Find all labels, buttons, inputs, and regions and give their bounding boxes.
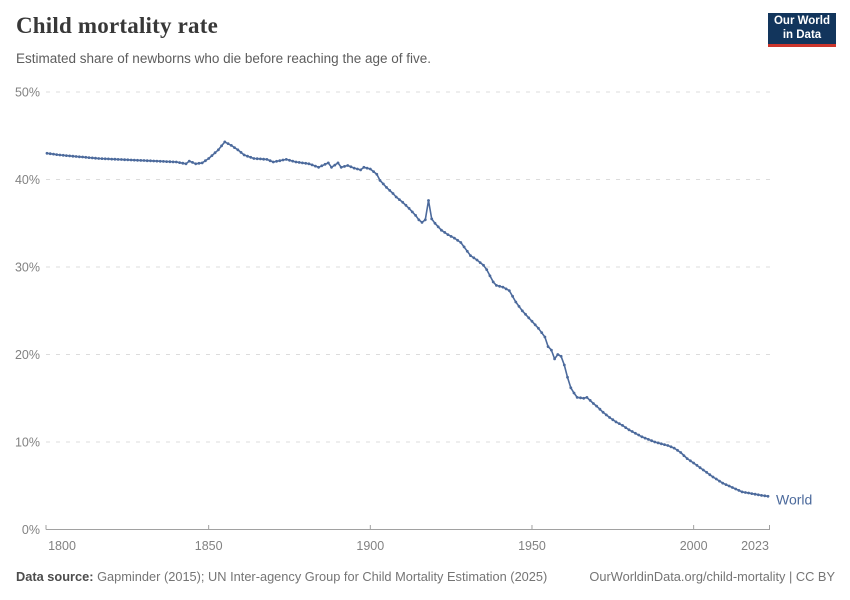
license-badge: CC BY (795, 569, 835, 584)
data-source-text: Gapminder (2015); UN Inter-agency Group … (93, 569, 548, 584)
series-label-world[interactable]: World (776, 492, 812, 508)
data-source: Data source: Gapminder (2015); UN Inter-… (16, 569, 547, 584)
svg-text:2023: 2023 (741, 539, 769, 553)
svg-text:1950: 1950 (518, 539, 546, 553)
y-axis-labels: 0% 10% 20% 30% 40% 50% (15, 85, 40, 537)
svg-text:1900: 1900 (356, 539, 384, 553)
svg-text:40%: 40% (15, 173, 40, 187)
page-title: Child mortality rate (16, 13, 219, 38)
gridlines (46, 91, 770, 443)
page-subtitle: Estimated share of newborns who die befo… (16, 51, 431, 66)
svg-text:1800: 1800 (48, 539, 76, 553)
owid-logo[interactable]: Our World in Data (768, 13, 836, 47)
owid-logo-line1: Our World (773, 14, 830, 27)
footer-right: OurWorldinData.org/child-mortality | CC … (589, 569, 835, 584)
svg-text:20%: 20% (15, 348, 40, 362)
chart-url-link[interactable]: OurWorldinData.org/child-mortality (589, 569, 786, 584)
owid-logo-line2: in Data (782, 28, 822, 41)
x-axis-labels: 1800 1850 1900 1950 2000 2023 (48, 539, 769, 553)
page-footer: Data source: Gapminder (2015); UN Inter-… (16, 569, 835, 584)
svg-text:30%: 30% (15, 260, 40, 274)
svg-text:50%: 50% (15, 85, 40, 99)
svg-text:10%: 10% (15, 435, 40, 449)
data-series-world[interactable] (45, 140, 770, 498)
svg-text:1850: 1850 (195, 539, 223, 553)
footer-separator: | (785, 569, 796, 584)
x-axis (45, 525, 770, 530)
svg-text:2000: 2000 (680, 539, 708, 553)
svg-text:0%: 0% (22, 523, 40, 537)
data-source-label: Data source: (16, 569, 94, 584)
